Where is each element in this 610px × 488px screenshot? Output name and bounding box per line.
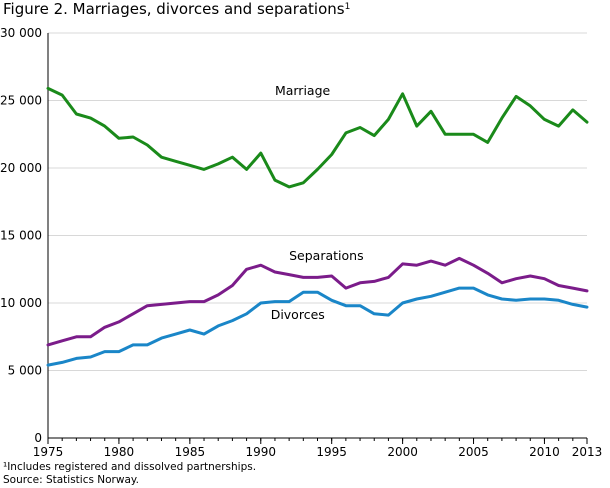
source-note: Source: Statistics Norway.: [3, 474, 139, 486]
series-labels: Marriage Separations Divorces: [271, 83, 364, 322]
y-tick-label: 15 000: [0, 229, 42, 243]
x-tick-label: 1995: [316, 445, 347, 459]
x-tick-label: 1985: [175, 445, 206, 459]
series-lines: [46, 86, 589, 367]
x-tick-label: 2005: [458, 445, 489, 459]
marriage-line: [46, 86, 589, 189]
marriage-label: Marriage: [275, 83, 331, 98]
y-tick-label: 30 000: [0, 26, 42, 40]
y-tick-label: 5 000: [8, 364, 42, 378]
x-tick-label: 2013: [572, 445, 603, 459]
separations-line: [46, 256, 589, 347]
y-tick-label: 10 000: [0, 296, 42, 310]
footnote: ¹Includes registered and dissolved partn…: [3, 461, 257, 473]
x-axis-ticks: 1975 1980 1985 1990 1995 2000 2005 2010 2013: [33, 445, 603, 459]
gridlines: [48, 32, 587, 371]
x-tick-label: 1975: [33, 445, 64, 459]
divorces-label: Divorces: [271, 307, 325, 322]
x-tick-label: 2000: [387, 445, 418, 459]
x-tick-label: 1990: [245, 445, 276, 459]
y-tick-label: 25 000: [0, 94, 42, 108]
chart-title: Figure 2. Marriages, divorces and separa…: [3, 0, 350, 18]
y-tick-label: 0: [34, 431, 42, 445]
x-tick-label: 2010: [529, 445, 560, 459]
divorces-line: [46, 286, 589, 367]
y-axis-ticks: 0 5 000 10 000 15 000 20 000 25 000 30 000: [0, 26, 42, 445]
y-tick-label: 20 000: [0, 161, 42, 175]
separations-label: Separations: [289, 248, 363, 263]
axes: [47, 33, 588, 444]
x-tick-label: 1980: [104, 445, 135, 459]
